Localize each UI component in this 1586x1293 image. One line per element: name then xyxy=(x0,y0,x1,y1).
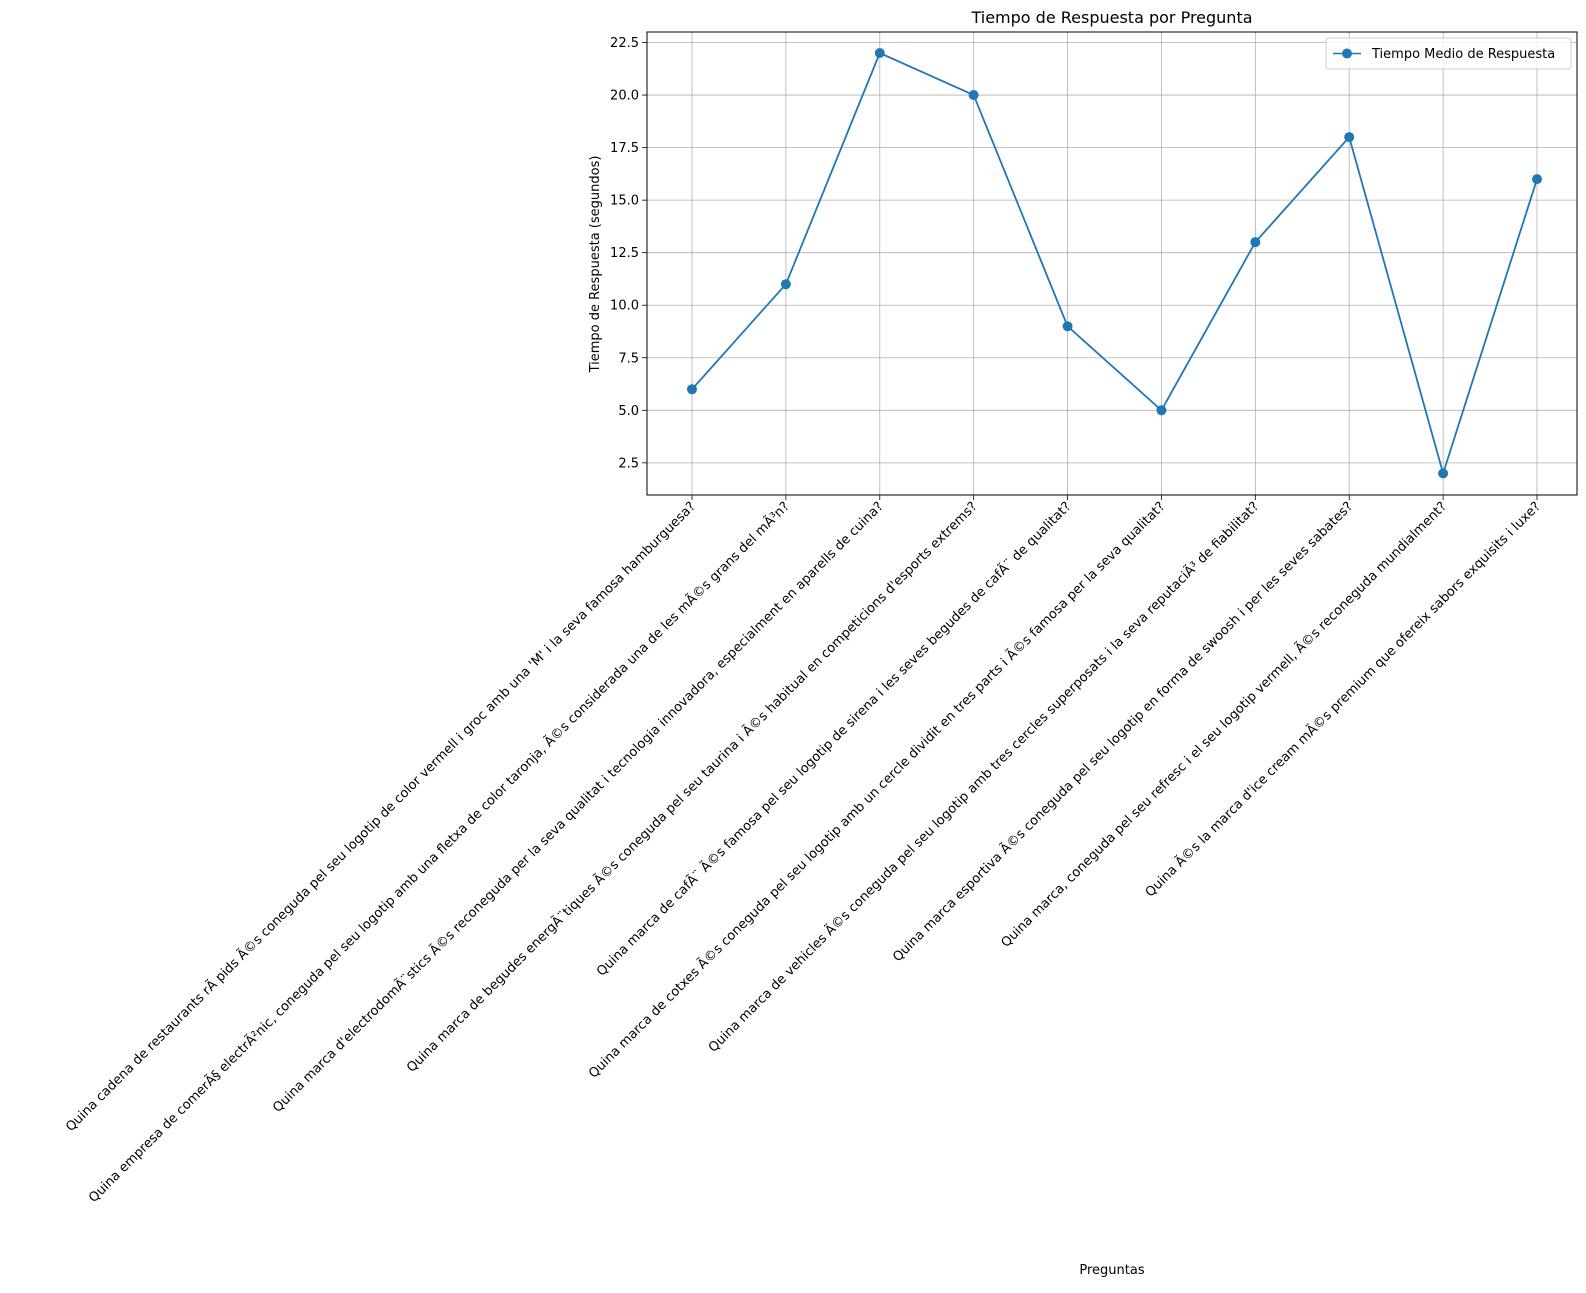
grid xyxy=(647,32,1577,495)
data-point xyxy=(780,279,791,290)
data-point xyxy=(1438,468,1449,479)
x-tick-label: Quina marca, coneguda pel seu refresc i … xyxy=(998,499,1450,951)
x-axis: Quina cadena de restaurants rÃ pids Ã©s … xyxy=(62,495,1544,1206)
data-point xyxy=(687,384,697,395)
chart-title: Tiempo de Respuesta por Pregunta xyxy=(970,8,1252,27)
series-line xyxy=(691,52,1538,475)
plot-area xyxy=(647,32,1577,495)
y-tick-label: 22.5 xyxy=(610,36,639,51)
legend: Tiempo Medio de Respuesta xyxy=(1325,37,1572,70)
data-point xyxy=(1062,321,1073,332)
x-tick-label: Quina marca esportiva Ã©s coneguda pel s… xyxy=(889,499,1356,966)
series-layer xyxy=(687,48,1542,479)
y-tick-label: 2.5 xyxy=(618,456,639,471)
y-tick-label: 7.5 xyxy=(618,351,639,366)
data-point xyxy=(1344,132,1355,143)
data-point xyxy=(1156,405,1167,416)
data-point xyxy=(1532,174,1542,185)
legend-label: Tiempo Medio de Respuesta xyxy=(1371,47,1555,62)
y-tick-label: 10.0 xyxy=(610,299,639,314)
data-point xyxy=(874,48,885,59)
x-tick-label: Quina marca de cotxes Ã©s coneguda pel s… xyxy=(585,499,1168,1082)
x-axis-label: Preguntas xyxy=(1079,1263,1144,1278)
data-point xyxy=(1250,237,1261,248)
x-tick-label: Quina marca d'electrodomÃ¨stics Ã©s reco… xyxy=(269,499,886,1116)
x-tick-label: Quina marca de begudes energÃ¨tiques Ã©s… xyxy=(403,499,980,1076)
y-tick-label: 12.5 xyxy=(610,246,639,261)
x-tick-label: Quina marca de cafÃ¨ Ã©s famosa pel seu … xyxy=(593,499,1074,980)
y-tick-label: 17.5 xyxy=(610,141,639,156)
y-axis-label: Tiempo de Respuesta (segundos) xyxy=(588,156,603,374)
plot-frame xyxy=(646,31,1578,496)
x-tick-label: Quina cadena de restaurants rÃ pids Ã©s … xyxy=(62,499,698,1135)
legend-marker-swatch xyxy=(1342,48,1352,59)
data-point xyxy=(968,90,979,101)
legend-box xyxy=(1325,37,1572,70)
y-tick-label: 20.0 xyxy=(610,89,639,104)
y-tick-label: 5.0 xyxy=(618,404,639,419)
x-tick-label: Quina empresa de comerÃ§ electrÃ²nic, co… xyxy=(85,499,792,1206)
y-tick-label: 15.0 xyxy=(610,194,639,209)
y-axis: 2.5 5.0 7.5 10.0 12.5 15.0 17.5 20.0 22.5 xyxy=(610,36,647,471)
